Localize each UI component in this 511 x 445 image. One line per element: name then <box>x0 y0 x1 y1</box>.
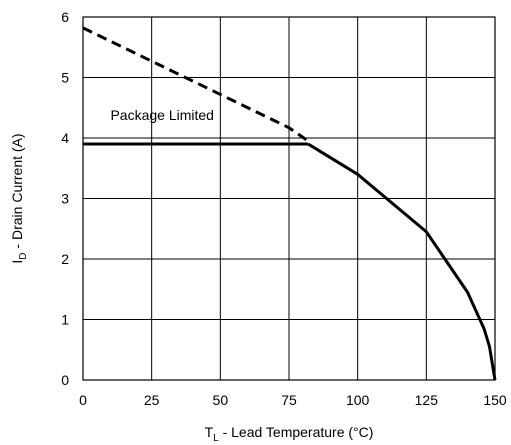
y-tick-label: 4 <box>61 130 69 146</box>
solid-series-line <box>307 142 497 381</box>
y-tick-label: 1 <box>61 312 69 328</box>
grid <box>82 16 496 381</box>
x-axis-label-main: T <box>205 424 214 440</box>
y-axis-label-main: I <box>9 260 25 264</box>
x-tick-label: 0 <box>79 392 87 408</box>
x-axis-label: TL - Lead Temperature (°C) <box>205 424 374 444</box>
x-tick-label: 75 <box>281 392 297 408</box>
x-tick-label: 125 <box>415 392 439 408</box>
x-tick-label: 100 <box>346 392 370 408</box>
x-tick-labels: 0 25 50 75 100 125 150 <box>79 392 507 408</box>
y-axis-label: ID - Drain Current (A) <box>9 133 29 263</box>
y-tick-label: 0 <box>61 372 69 388</box>
x-tick-label: 25 <box>144 392 160 408</box>
y-tick-label: 2 <box>61 251 69 267</box>
x-axis-label-subscript: L <box>213 433 219 444</box>
series-layer <box>82 26 497 381</box>
package-limited-annotation: Package Limited <box>110 107 214 123</box>
y-tick-labels: 0 1 2 3 4 5 6 <box>61 9 69 388</box>
dashed-series-line <box>82 26 310 143</box>
plot-frame <box>82 16 496 381</box>
x-tick-label: 150 <box>483 392 507 408</box>
y-tick-label: 6 <box>61 9 69 25</box>
annotations: Package Limited <box>110 107 214 123</box>
x-axis-label-rest: - Lead Temperature (°C) <box>219 424 374 440</box>
y-tick-label: 3 <box>61 191 69 207</box>
y-axis-label-rest: - Drain Current (A) <box>9 133 25 252</box>
x-tick-label: 50 <box>213 392 229 408</box>
y-tick-label: 5 <box>61 70 69 86</box>
y-axis-label-subscript: D <box>18 252 29 259</box>
